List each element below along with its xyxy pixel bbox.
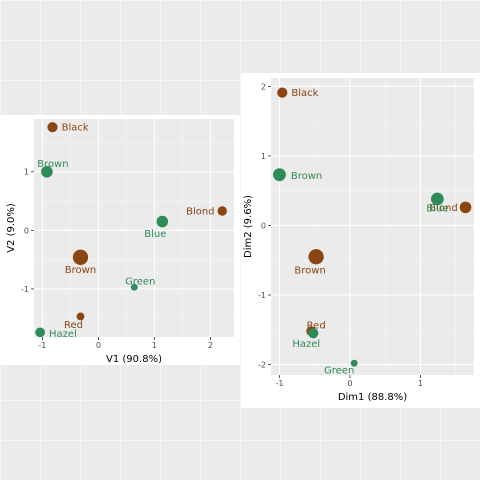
tick-label-y: -1 [258, 291, 266, 300]
label-col-hazel: Hazel [49, 329, 77, 340]
tick-label-x: 0 [96, 341, 101, 350]
x-axis-title: V1 (90.8%) [106, 354, 162, 365]
label-row-blond: Blond [429, 203, 457, 214]
label-row-red: Red [307, 321, 326, 332]
chart-panel-left: -1 0 1 2 -1 0 1 V1 (90.8%) V2 (9.0%) Black Brown Re… [0, 115, 240, 365]
label-row-blond: Blond [186, 207, 214, 218]
label-row-black: Black [291, 88, 318, 99]
tick-label-x: -1 [38, 341, 46, 350]
point-row-brown [308, 249, 324, 265]
point-row-red [76, 312, 85, 321]
label-col-blue: Blue [426, 204, 448, 215]
point-row-blond [459, 201, 472, 214]
y-axis-title: V2 (9.0%) [6, 203, 17, 253]
point-col-blue [156, 215, 169, 228]
tick-label-y: 0 [24, 226, 29, 235]
tick-label-y: 1 [24, 168, 29, 177]
tick-label-x: 2 [208, 341, 213, 350]
y-axis-title: Dim2 (9.6%) [243, 195, 254, 258]
point-row-black [47, 122, 58, 133]
tick-label-x: 0 [347, 379, 352, 388]
tick-label-x: -1 [275, 379, 283, 388]
label-row-brown: Brown [294, 265, 325, 276]
tick-label-y: -1 [21, 285, 29, 294]
label-col-green: Green [125, 277, 155, 288]
label-col-brown: Brown [291, 171, 322, 182]
label-row-brown: Brown [65, 265, 96, 276]
label-col-hazel: Hazel [292, 339, 320, 350]
point-col-hazel [308, 328, 319, 339]
plot-background [34, 119, 234, 337]
point-row-black [277, 87, 288, 98]
scatter-chart-v1-v2: -1 0 1 2 -1 0 1 V1 (90.8%) V2 (9.0%) Black Brown Re… [6, 119, 234, 365]
plot-background [271, 78, 474, 375]
tick-label-x: 1 [152, 341, 157, 350]
point-row-brown [72, 249, 89, 265]
tick-label-y: 0 [261, 221, 266, 230]
chart-panel-right: -1 0 1 -2 -1 0 1 2 Dim1 (88.8%) Dim2 (9.6%) Black B… [241, 73, 480, 408]
label-row-red: Red [64, 320, 83, 331]
point-row-blond [217, 206, 227, 216]
tick-label-y: 1 [261, 152, 266, 161]
x-axis-title: Dim1 (88.8%) [338, 392, 407, 403]
point-col-green [350, 359, 358, 367]
tick-label-y: -2 [258, 361, 266, 370]
label-col-green: Green [324, 366, 354, 377]
label-col-blue: Blue [144, 229, 166, 240]
label-row-black: Black [62, 123, 89, 134]
tick-label-x: 1 [418, 379, 423, 388]
point-col-brown [41, 165, 53, 178]
scatter-chart-dim1-dim2: -1 0 1 -2 -1 0 1 2 Dim1 (88.8%) Dim2 (9.6%) Black B… [243, 78, 474, 403]
point-col-brown [273, 168, 286, 182]
tick-label-y: 2 [261, 82, 266, 91]
point-col-blue [430, 192, 444, 206]
point-col-green [130, 283, 138, 291]
label-col-brown: Brown [37, 159, 68, 170]
point-col-hazel [35, 327, 46, 338]
